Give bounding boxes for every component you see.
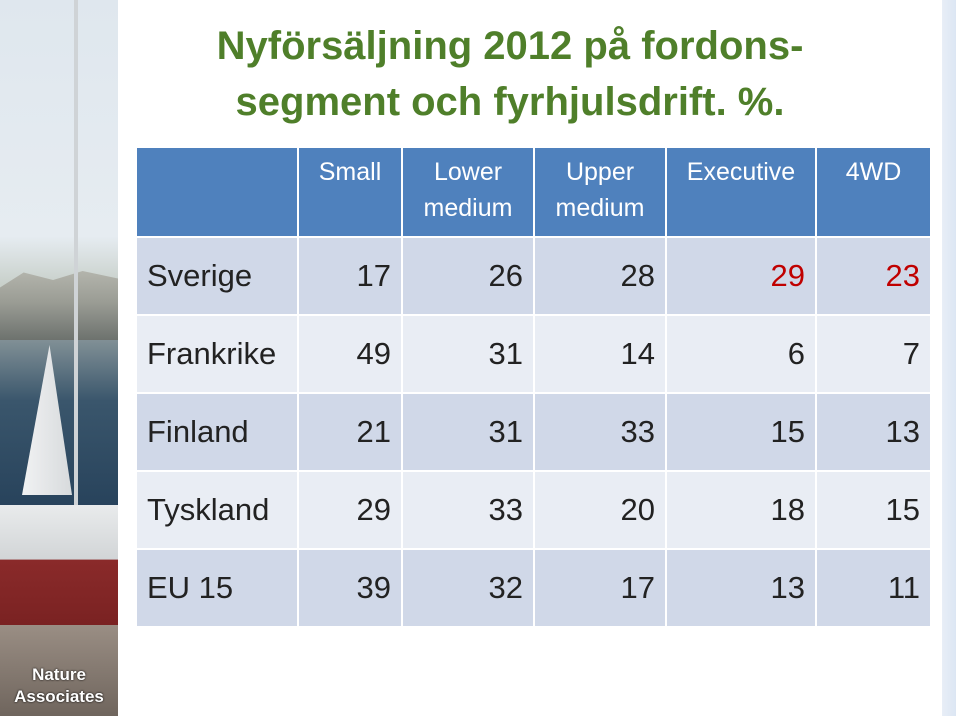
table-cell: 33	[401, 470, 535, 550]
title-line-2: segment och fyrhjulsdrift. %.	[235, 80, 785, 124]
row-label: Tyskland	[135, 470, 299, 550]
table-row: Finland 21 31 33 15 13	[135, 392, 932, 472]
table-cell: 7	[815, 314, 932, 394]
table-cell-highlight: 29	[665, 236, 817, 316]
title-line-1: Nyförsäljning 2012 på fordons-	[216, 24, 804, 68]
sailboat-photo: Nature Associates	[0, 0, 118, 716]
table-cell: 15	[815, 470, 932, 550]
table-cell: 14	[533, 314, 667, 394]
nature-associates-logo: Nature Associates	[4, 664, 114, 708]
mast-shape	[74, 0, 78, 520]
table-cell: 29	[297, 470, 403, 550]
table-cell: 31	[401, 314, 535, 394]
row-label: Finland	[135, 392, 299, 472]
slide-title: Nyförsäljning 2012 på fordons- segment o…	[160, 18, 860, 130]
header-row: Small Lower medium Upper medium Executiv…	[135, 146, 932, 238]
logo-line-2: Associates	[14, 687, 104, 706]
table-cell: 13	[665, 548, 817, 628]
table-cell: 31	[401, 392, 535, 472]
table-cell: 33	[533, 392, 667, 472]
row-label: EU 15	[135, 548, 299, 628]
header-upper-medium: Upper medium	[533, 146, 667, 238]
table-cell: 39	[297, 548, 403, 628]
header-executive: Executive	[665, 146, 817, 238]
table-cell: 21	[297, 392, 403, 472]
logo-line-1: Nature	[32, 665, 86, 684]
header-small: Small	[297, 146, 403, 238]
table-cell: 32	[401, 548, 535, 628]
shore-shape	[0, 625, 118, 716]
right-edge-strip	[942, 0, 956, 716]
sales-table: Small Lower medium Upper medium Executiv…	[135, 146, 932, 628]
table-cell: 26	[401, 236, 535, 316]
table-cell-highlight: 23	[815, 236, 932, 316]
header-lower-medium: Lower medium	[401, 146, 535, 238]
table-row: Frankrike 49 31 14 6 7	[135, 314, 932, 394]
table-cell: 17	[533, 548, 667, 628]
table-cell: 49	[297, 314, 403, 394]
table-cell: 6	[665, 314, 817, 394]
row-label: Sverige	[135, 236, 299, 316]
table-cell: 13	[815, 392, 932, 472]
table-cell: 15	[665, 392, 817, 472]
table-cell: 17	[297, 236, 403, 316]
hull-shape	[0, 505, 118, 625]
rocks-shape	[0, 271, 118, 340]
sail-shape	[22, 345, 72, 495]
header-4wd: 4WD	[815, 146, 932, 238]
row-label: Frankrike	[135, 314, 299, 394]
table-row: Tyskland 29 33 20 18 15	[135, 470, 932, 550]
table-cell: 18	[665, 470, 817, 550]
table-row: Sverige 17 26 28 29 23	[135, 236, 932, 316]
table-cell: 11	[815, 548, 932, 628]
table-row: EU 15 39 32 17 13 11	[135, 548, 932, 628]
table-cell: 20	[533, 470, 667, 550]
header-corner	[135, 146, 299, 238]
table-cell: 28	[533, 236, 667, 316]
